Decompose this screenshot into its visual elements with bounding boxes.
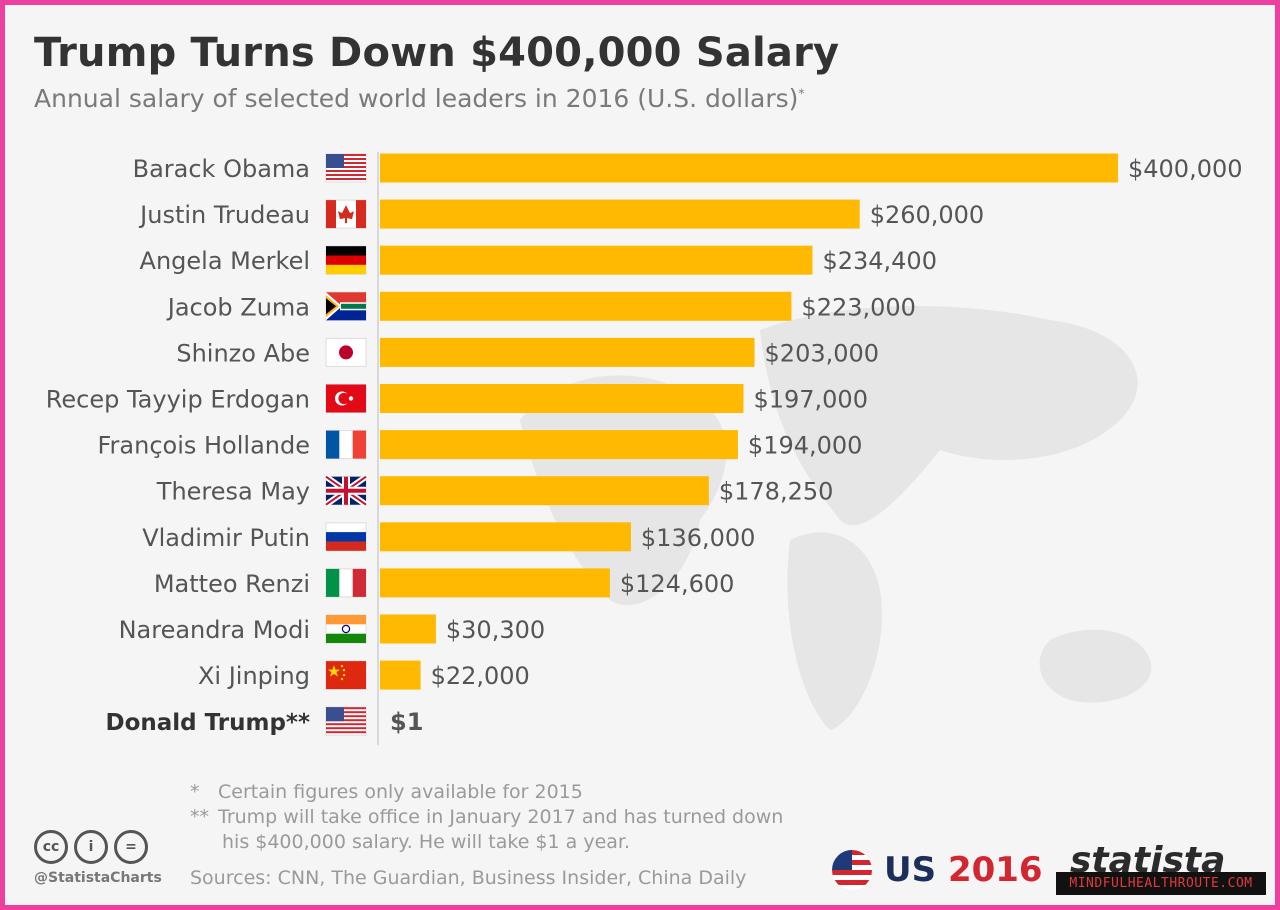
value-label: $203,000: [765, 339, 880, 367]
category-label: Donald Trump**: [105, 710, 310, 736]
category-label: Theresa May: [156, 478, 310, 506]
bar: [380, 245, 813, 275]
bar: [380, 337, 755, 367]
category-label: Xi Jinping: [198, 662, 310, 690]
chart-subtitle: Annual salary of selected world leaders …: [34, 84, 804, 113]
bar: [380, 430, 738, 460]
footnote-2-text: Trump will take office in January 2017 a…: [218, 806, 784, 828]
value-label: $260,000: [870, 201, 985, 229]
bar: [380, 199, 860, 229]
us-2016-badge: US 2016: [832, 850, 1043, 890]
bar: [380, 291, 792, 321]
category-label: Justin Trudeau: [138, 201, 310, 229]
subtitle-footnote-mark: *: [798, 86, 805, 101]
france-flag-icon: [325, 430, 367, 460]
subtitle-text: Annual salary of selected world leaders …: [34, 84, 799, 113]
badge-text: US 2016: [884, 850, 1043, 890]
value-label: $136,000: [641, 524, 756, 552]
value-label: $194,000: [748, 432, 863, 460]
category-label: Barack Obama: [133, 155, 310, 183]
bar: [380, 568, 610, 598]
south-africa-flag-icon: [325, 291, 367, 321]
turkey-flag-icon: [325, 384, 367, 413]
value-label: $223,000: [801, 293, 916, 321]
value-label: $1: [390, 708, 423, 736]
bar: [380, 660, 421, 690]
bar: [380, 522, 631, 552]
footnote-2-continued: his $400,000 salary. He will take $1 a y…: [222, 831, 631, 853]
uk-flag-icon: [324, 474, 368, 508]
badge-prefix: US: [884, 850, 937, 890]
value-label: $22,000: [431, 662, 530, 690]
bar: [380, 476, 709, 506]
us-flag-icon: [325, 706, 367, 736]
italy-flag-icon: [325, 568, 367, 598]
footnote-2: ** Trump will take office in January 2017…: [190, 805, 783, 830]
category-label: Jacob Zuma: [166, 293, 310, 321]
value-label: $400,000: [1128, 155, 1243, 183]
japan-flag-icon: [325, 337, 367, 367]
us-flag-icon: [325, 153, 367, 183]
canada-flag-icon: [325, 199, 367, 229]
footnote-2-mark: **: [190, 806, 209, 828]
bar: [380, 153, 1118, 183]
china-flag-icon: [325, 660, 367, 690]
category-label: Recep Tayyip Erdogan: [46, 386, 310, 414]
value-label: $124,600: [620, 570, 735, 598]
value-label: $30,300: [446, 616, 545, 644]
us-flag-badge-icon: [832, 850, 872, 890]
value-label: $178,250: [719, 478, 834, 506]
watermark: MINDFULHEALTHROUTE.COM: [1056, 872, 1266, 895]
world-map-background: [520, 306, 1152, 730]
value-label: $197,000: [753, 386, 868, 414]
footnotes: * Certain figures only available for 2015…: [190, 780, 783, 855]
social-handle: @StatistaCharts: [34, 870, 162, 886]
bar: [380, 384, 744, 413]
germany-flag-icon: [325, 245, 367, 275]
sources: Sources: CNN, The Guardian, Business Ins…: [190, 867, 747, 889]
no-derivatives-icon: =: [114, 830, 148, 864]
footnote-1-mark: *: [190, 781, 200, 803]
license-icons: cc i =: [34, 830, 148, 864]
creative-commons-icon: cc: [34, 830, 68, 864]
chart-title: Trump Turns Down $400,000 Salary: [34, 30, 840, 76]
category-label: Vladimir Putin: [142, 524, 310, 552]
footnote-1: * Certain figures only available for 2015: [190, 780, 783, 805]
india-flag-icon: [325, 614, 367, 644]
russia-flag-icon: [325, 522, 367, 552]
category-label: François Hollande: [97, 432, 310, 460]
value-label: $234,400: [822, 247, 937, 275]
category-label: Angela Merkel: [140, 247, 310, 275]
attribution-icon: i: [74, 830, 108, 864]
category-label: Shinzo Abe: [176, 339, 310, 367]
category-label: Nareandra Modi: [119, 616, 310, 644]
category-label: Matteo Renzi: [154, 570, 310, 598]
footnote-1-text: Certain figures only available for 2015: [218, 781, 583, 803]
badge-year: 2016: [947, 850, 1043, 890]
bar: [380, 614, 436, 644]
